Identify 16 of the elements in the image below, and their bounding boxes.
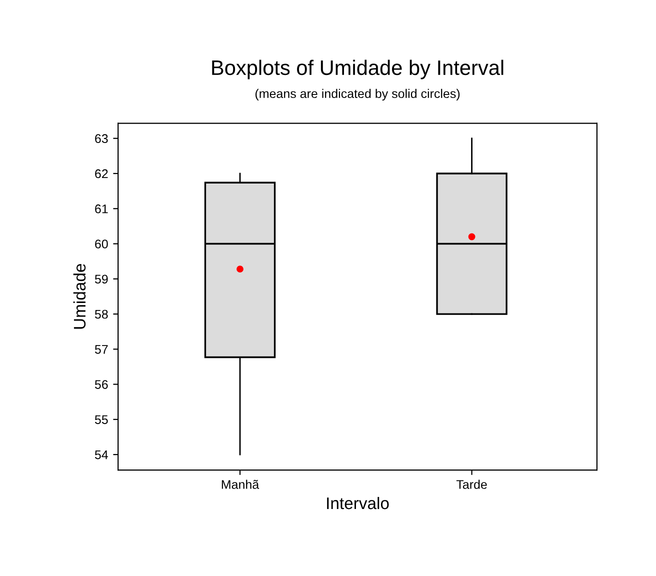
y-axis-title: Umidade bbox=[73, 264, 86, 329]
x-tick-label: Manhã bbox=[222, 480, 260, 489]
y-tick-label: 59 bbox=[94, 274, 108, 284]
y-tick-label: 57 bbox=[94, 345, 108, 354]
y-tick-label: 63 bbox=[95, 134, 108, 144]
y-tick-label: 56 bbox=[94, 380, 108, 389]
y-tick-label: 55 bbox=[94, 415, 108, 424]
y-tick-label: 61 bbox=[95, 204, 108, 214]
y-tick-label: 62 bbox=[95, 169, 108, 178]
chart-title: Boxplots of Umidade by Interval bbox=[212, 60, 504, 80]
x-tick-label: Tarde bbox=[456, 480, 487, 489]
y-tick-label: 54 bbox=[94, 450, 108, 460]
chart-subtitle: (means are indicated by solid circles) bbox=[255, 88, 460, 101]
x-axis-title: Intervalo bbox=[327, 496, 389, 510]
y-tick-label: 58 bbox=[94, 310, 108, 319]
y-tick-label: 60 bbox=[95, 240, 108, 248]
